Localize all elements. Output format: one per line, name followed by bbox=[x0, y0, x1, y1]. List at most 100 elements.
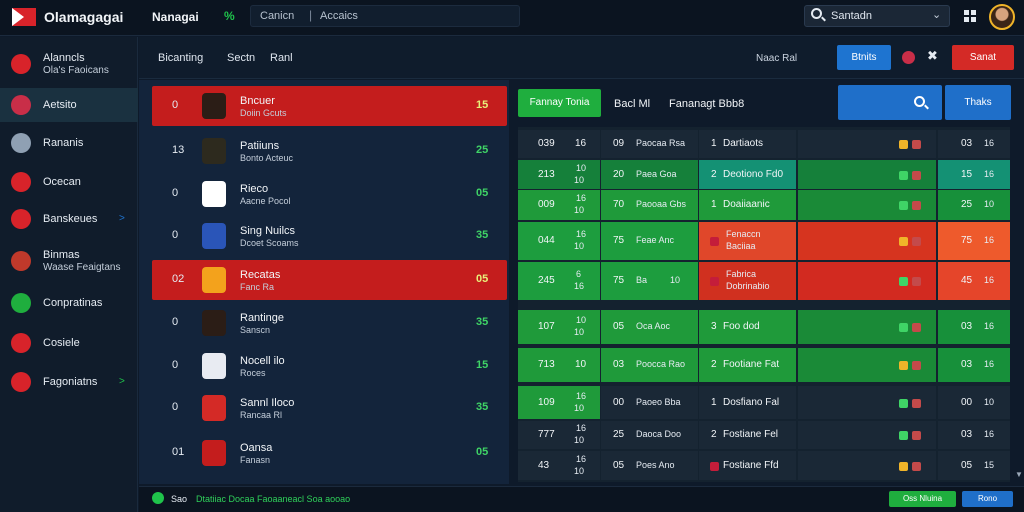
match-team-a: Paocaa Rsa bbox=[636, 138, 686, 148]
team-position: 02 bbox=[172, 273, 185, 285]
team-flag-icon bbox=[710, 277, 719, 286]
table-row[interactable]: 245 6 16 75 Ba 10 Fabrica Dobrinabio 45 16 bbox=[518, 262, 1010, 300]
trophy-icon[interactable] bbox=[899, 201, 908, 210]
team-points: 15 bbox=[476, 99, 489, 111]
filter-button[interactable]: Fannay Tonia bbox=[518, 89, 601, 117]
match-venue: Dosfiano Fal bbox=[723, 397, 780, 408]
match-minute: 05 bbox=[613, 460, 625, 471]
team-name: Patiiuns bbox=[240, 140, 280, 152]
match-team-a: Oca Aoc bbox=[636, 321, 671, 331]
match-minute: 03 bbox=[613, 359, 625, 370]
match-odds-alt: 16 bbox=[984, 321, 995, 331]
breadcrumb-separator: | bbox=[309, 8, 313, 22]
tv-icon[interactable] bbox=[912, 323, 921, 332]
tv-icon[interactable] bbox=[912, 171, 921, 180]
team-row[interactable]: 0 Sing Nuilcs Dcoet Scoams 35 bbox=[152, 216, 507, 256]
trophy-icon[interactable] bbox=[899, 237, 908, 246]
team-name: Nocell ilo bbox=[240, 355, 285, 367]
nav-title[interactable]: Nanagai bbox=[152, 10, 199, 24]
record-icon[interactable] bbox=[902, 51, 915, 64]
match-minute: 70 bbox=[613, 199, 625, 210]
team-points: 15 bbox=[476, 359, 489, 371]
table-cell bbox=[601, 222, 698, 260]
avatar[interactable] bbox=[989, 4, 1015, 30]
chevron-right-icon[interactable]: > bbox=[119, 376, 125, 387]
chevron-down-icon[interactable]: ⌄ bbox=[932, 9, 942, 21]
tv-icon[interactable] bbox=[912, 201, 921, 210]
tab-2[interactable]: Sectn bbox=[227, 52, 256, 64]
trophy-icon[interactable] bbox=[899, 140, 908, 149]
tv-icon[interactable] bbox=[912, 399, 921, 408]
tv-icon[interactable] bbox=[912, 277, 921, 286]
team-crest-icon bbox=[202, 267, 226, 293]
table-cell bbox=[699, 348, 796, 382]
breadcrumb-item-2[interactable]: Accaics bbox=[320, 10, 358, 22]
team-row[interactable]: 0 Bncuer Doiin Gcuts 15 bbox=[152, 86, 507, 126]
tv-icon[interactable] bbox=[912, 361, 921, 370]
table-row[interactable]: 109 16 10 00 Paoeo Bba 1 Dosfiano Fal 00 10 bbox=[518, 386, 1010, 419]
team-crest-icon bbox=[202, 223, 226, 249]
table-row[interactable]: 43 16 10 05 Poes Ano Fostiane Ffd 05 15 bbox=[518, 451, 1010, 480]
team-row[interactable]: 0 Sannl Iloco Rancaa Rl 35 bbox=[152, 388, 507, 428]
grid-icon[interactable] bbox=[964, 10, 976, 22]
tv-icon[interactable] bbox=[912, 431, 921, 440]
table-cell bbox=[938, 310, 1010, 344]
trophy-icon[interactable] bbox=[899, 399, 908, 408]
trophy-icon[interactable] bbox=[899, 462, 908, 471]
table-row[interactable]: 044 16 10 75 Feae Anc Fenaccn Baciiaa 75 16 bbox=[518, 222, 1010, 260]
match-id: 044 bbox=[538, 235, 555, 246]
footer-green-button[interactable]: Oss Nluina bbox=[889, 491, 956, 507]
match-venue: Footiane Fat bbox=[723, 359, 780, 370]
status-text: Dtatiiac Docaa Faoaaneacl Soa aooao bbox=[196, 494, 351, 504]
trophy-icon[interactable] bbox=[899, 361, 908, 370]
tab-1[interactable]: Bicanting bbox=[158, 52, 204, 64]
team-row[interactable]: 0 Rantinge Sanscn 35 bbox=[152, 303, 507, 343]
table-cell bbox=[601, 421, 698, 449]
chevron-right-icon[interactable]: > bbox=[119, 213, 125, 224]
trophy-icon[interactable] bbox=[899, 171, 908, 180]
team-row[interactable]: 02 Recatas Fanc Ra 05 bbox=[152, 260, 507, 300]
search-dropdown[interactable] bbox=[804, 5, 950, 27]
team-row[interactable]: 13 Patiiuns Bonto Acteuc 25 bbox=[152, 131, 507, 171]
flag-icon bbox=[11, 209, 31, 229]
table-row[interactable]: 777 16 10 25 Daoca Doo 2 Fostiane Fel 03 16 bbox=[518, 421, 1010, 449]
table-cell bbox=[518, 190, 600, 220]
matches-search-button[interactable] bbox=[838, 85, 942, 120]
table-row[interactable]: 009 16 10 70 Paooaa Gbs 1 Doaiiaanic 25 10 bbox=[518, 190, 1010, 220]
team-row[interactable]: 0 Rieco Aacne Pocol 05 bbox=[152, 174, 507, 214]
breadcrumb-item-1[interactable]: Canicn bbox=[260, 10, 295, 22]
tv-icon[interactable] bbox=[912, 140, 921, 149]
trophy-icon[interactable] bbox=[899, 323, 908, 332]
team-position: 13 bbox=[172, 144, 185, 156]
tab-extra-label[interactable]: Naac Ral bbox=[756, 53, 798, 64]
tv-icon[interactable] bbox=[912, 237, 921, 246]
club-badge-icon bbox=[11, 172, 31, 192]
trophy-icon[interactable] bbox=[899, 277, 908, 286]
trophy-icon[interactable] bbox=[899, 431, 908, 440]
breadcrumb bbox=[250, 5, 520, 27]
team-subtitle: Sanscn bbox=[240, 325, 271, 335]
table-row[interactable]: 039 16 09 Paocaa Rsa 1 Dartiaots 03 16 bbox=[518, 130, 1010, 158]
match-id: 245 bbox=[538, 275, 555, 286]
footer-blue-button[interactable]: Rono bbox=[962, 491, 1013, 507]
match-id: 213 bbox=[538, 169, 555, 180]
tab-3[interactable]: Ranl bbox=[270, 52, 293, 64]
primary-button[interactable]: Btnits bbox=[837, 45, 891, 70]
team-row[interactable]: 01 Oansa Fanasn 05 bbox=[152, 433, 507, 473]
table-row[interactable]: 213 10 10 20 Paea Goa 2 Deotiono Fd0 15 16 bbox=[518, 160, 1010, 189]
table-cell bbox=[938, 130, 1010, 158]
danger-button[interactable]: Sanat bbox=[952, 45, 1014, 70]
tv-icon[interactable] bbox=[912, 462, 921, 471]
team-position: 01 bbox=[172, 446, 185, 458]
scroll-down-icon[interactable]: ▼ bbox=[1015, 470, 1023, 479]
ball-icon bbox=[11, 372, 31, 392]
team-points: 05 bbox=[476, 446, 489, 458]
table-cell bbox=[601, 160, 698, 189]
matches-action-button[interactable]: Thaks bbox=[945, 85, 1011, 120]
match-score-bottom: 10 bbox=[574, 327, 585, 337]
table-cell bbox=[601, 130, 698, 158]
team-row[interactable]: 0 Nocell ilo Roces 15 bbox=[152, 346, 507, 386]
table-row[interactable]: 107 10 10 05 Oca Aoc 3 Foo dod 03 16 bbox=[518, 310, 1010, 344]
table-row[interactable]: 713 10 03 Poocca Rao 2 Footiane Fat 03 16 bbox=[518, 348, 1010, 382]
pin-icon[interactable]: ✖ bbox=[927, 48, 938, 63]
